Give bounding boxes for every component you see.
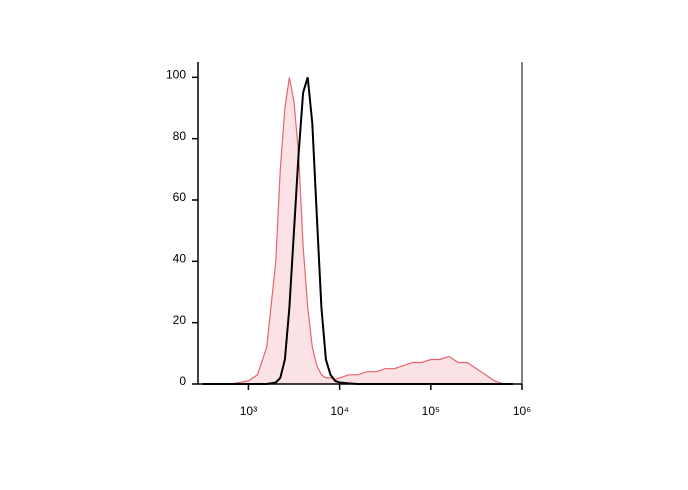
x-tick-label: 10³ bbox=[240, 404, 257, 418]
y-tick-label: 20 bbox=[173, 313, 187, 327]
y-tick-label: 80 bbox=[173, 129, 187, 143]
x-tick-label: 10⁴ bbox=[330, 404, 349, 418]
x-tick-label: 10⁵ bbox=[422, 404, 440, 418]
y-tick-label: 0 bbox=[179, 374, 186, 388]
x-tick-label: 10⁶ bbox=[513, 404, 531, 418]
histogram-line bbox=[202, 77, 513, 385]
area bbox=[202, 77, 513, 385]
y-tick-label: 40 bbox=[173, 252, 187, 266]
y-tick-label: 100 bbox=[166, 68, 186, 82]
y-tick-label: 60 bbox=[173, 190, 187, 204]
histogram-line bbox=[202, 77, 513, 385]
